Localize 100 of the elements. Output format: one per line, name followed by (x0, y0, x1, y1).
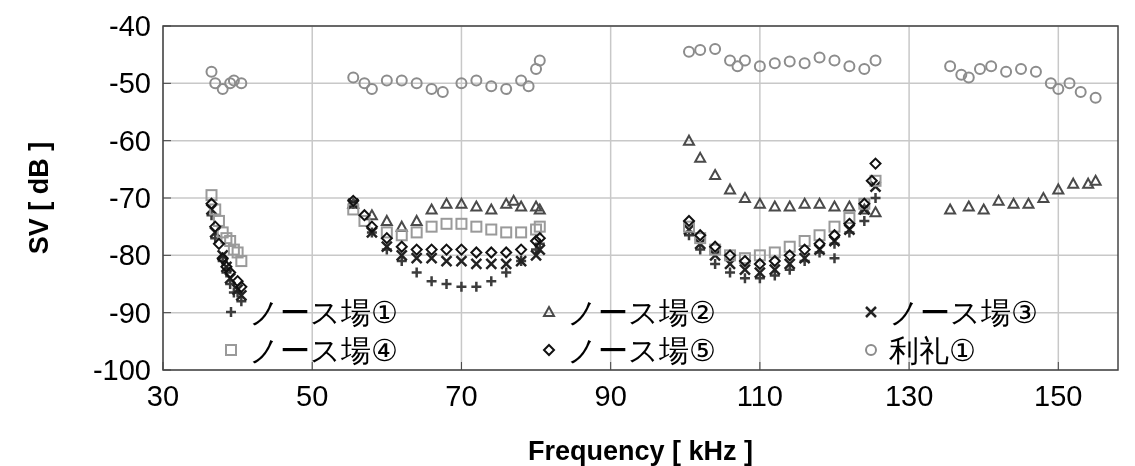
point (955, 68, 968, 81)
point (358, 214, 371, 227)
point (470, 200, 483, 212)
point (869, 54, 882, 67)
point (768, 263, 782, 276)
point (380, 74, 393, 87)
point (410, 226, 423, 239)
point (723, 266, 737, 279)
point (499, 257, 513, 271)
point (440, 243, 453, 256)
point (485, 257, 498, 271)
point (410, 243, 423, 256)
point (209, 77, 222, 90)
y-tick-label: -90 (109, 296, 151, 329)
point (212, 214, 225, 227)
point (231, 275, 244, 288)
point (1063, 77, 1076, 90)
point (533, 54, 546, 67)
point (485, 203, 498, 215)
point (813, 237, 826, 250)
point (395, 220, 408, 232)
point (985, 60, 998, 73)
point (235, 255, 248, 268)
point (410, 77, 423, 90)
y-tick-label: -60 (109, 124, 151, 157)
point (485, 80, 498, 93)
point (425, 243, 438, 256)
point (1067, 177, 1080, 189)
point (425, 203, 438, 215)
point (395, 240, 408, 253)
point (783, 240, 796, 253)
point (425, 251, 438, 265)
point (683, 45, 695, 58)
point (470, 257, 483, 271)
point (455, 217, 468, 230)
point (224, 235, 237, 247)
point (500, 197, 513, 209)
point (485, 223, 498, 236)
point (768, 200, 781, 212)
point (1000, 65, 1013, 78)
point (1029, 65, 1042, 78)
point (1082, 177, 1095, 189)
point (410, 251, 423, 265)
y-tick-label: -40 (109, 10, 151, 43)
point (798, 197, 811, 209)
point (709, 169, 722, 181)
point (485, 274, 498, 288)
point (843, 200, 856, 212)
point (529, 249, 543, 262)
point (470, 280, 483, 294)
point (1037, 192, 1050, 203)
point (768, 57, 781, 70)
point (515, 200, 528, 212)
x-tick-label: 50 (296, 380, 329, 412)
point (738, 192, 751, 203)
point (227, 243, 240, 256)
point (470, 220, 483, 233)
point (347, 71, 360, 84)
point (235, 77, 248, 90)
point (694, 151, 707, 163)
point (768, 246, 781, 259)
point (753, 257, 766, 270)
point (708, 257, 722, 271)
point (828, 54, 841, 67)
x-tick-label: 150 (1034, 380, 1083, 412)
point (1044, 77, 1057, 90)
point (828, 200, 841, 212)
legend-label: ノース場③ (889, 294, 1038, 330)
point (455, 254, 468, 268)
point (753, 249, 766, 262)
point (358, 77, 371, 90)
point (231, 246, 244, 259)
point (683, 134, 695, 146)
point (858, 214, 871, 228)
point (694, 44, 707, 57)
point (1015, 63, 1028, 75)
point (724, 183, 737, 195)
y-tick-label: -70 (109, 182, 151, 215)
point (828, 220, 841, 233)
point (358, 209, 371, 222)
point (753, 197, 766, 209)
point (1074, 85, 1087, 98)
legend-label: ノース場⑤ (567, 332, 716, 368)
point (783, 257, 796, 271)
point (738, 54, 751, 67)
x-tick-label: 90 (594, 380, 627, 412)
point (500, 83, 513, 96)
point (347, 203, 360, 216)
point (813, 229, 826, 242)
point (753, 60, 766, 73)
point (209, 203, 222, 216)
point (858, 63, 871, 75)
point (992, 194, 1005, 206)
point (962, 71, 975, 84)
point (1007, 197, 1020, 209)
point (440, 254, 453, 268)
point (515, 74, 528, 87)
point (813, 197, 826, 209)
point (798, 57, 811, 70)
point (410, 214, 423, 226)
